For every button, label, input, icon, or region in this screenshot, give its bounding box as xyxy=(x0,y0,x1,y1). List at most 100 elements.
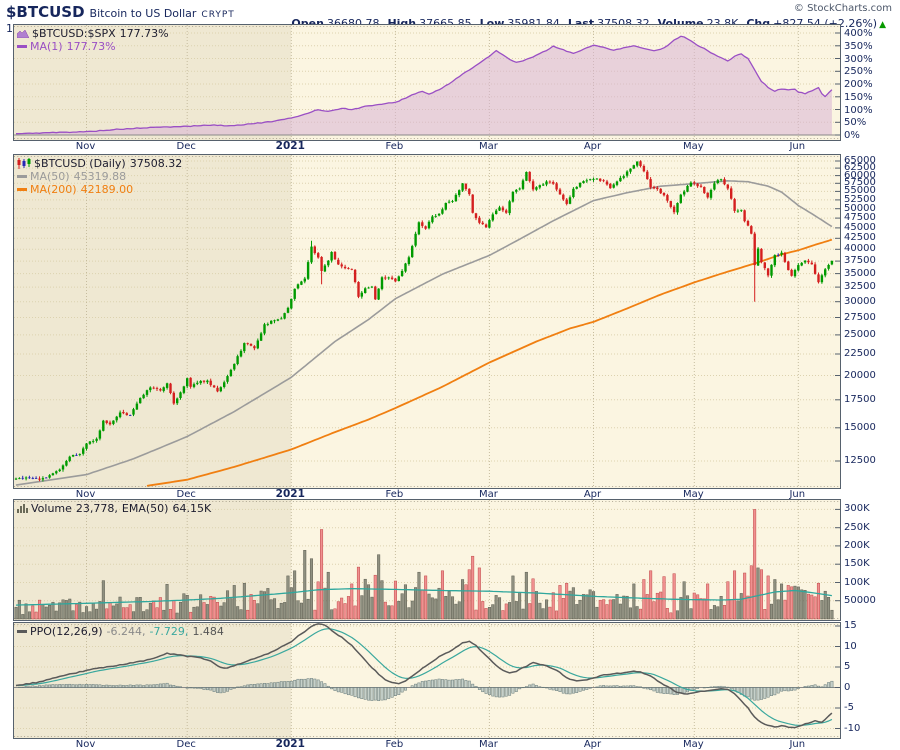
month-label: Nov xyxy=(75,739,96,750)
y-axis-label: 50% xyxy=(844,117,867,129)
month-label: May xyxy=(682,141,704,152)
y-axis-label: 100K xyxy=(844,576,870,588)
y-axis-label: -10 xyxy=(844,722,861,734)
month-label: Mar xyxy=(478,739,498,750)
y-axis-label: 47500 xyxy=(844,212,876,224)
month-label: Nov xyxy=(75,141,96,152)
y-axis-label: 350% xyxy=(844,40,873,52)
ma1-line-swatch xyxy=(17,45,27,48)
month-label: Apr xyxy=(583,739,602,750)
y-axis-label: 17500 xyxy=(844,393,876,405)
price-series-label: $BTCUSD (Daily) xyxy=(34,157,126,170)
y-axis-label: 62500 xyxy=(844,162,876,174)
month-label: Dec xyxy=(176,141,196,152)
ma50-line-swatch xyxy=(17,175,27,178)
y-axis-label: 12500 xyxy=(844,455,876,466)
ppo-signal-value: -7.729, xyxy=(149,625,189,638)
y-axis-label: 0% xyxy=(844,130,860,141)
y-axis-label: 37500 xyxy=(844,255,876,267)
chg-up-arrow-icon: ▲ xyxy=(879,20,886,30)
y-axis-label: 40000 xyxy=(844,243,876,255)
y-axis-label: 15000 xyxy=(844,421,876,433)
area-chart-icon xyxy=(17,29,29,38)
volume-ema-value: 64.15K xyxy=(172,502,212,515)
ppo-panel xyxy=(13,622,841,739)
ppo-value: -6.244, xyxy=(106,625,146,638)
ratio-panel xyxy=(13,24,841,141)
symbol-name: Bitcoin to US Dollar xyxy=(89,7,197,20)
ratio-chart xyxy=(14,25,840,140)
candlestick-icon xyxy=(17,158,31,169)
month-label: Apr xyxy=(583,141,602,152)
y-axis-label: 150% xyxy=(844,91,873,103)
ma50-value: 45319.88 xyxy=(73,170,127,183)
month-label: Dec xyxy=(176,489,196,500)
month-label: Apr xyxy=(583,489,602,500)
ppo-legend: PPO(12,26,9) -6.244, -7.729, 1.484 xyxy=(17,625,224,638)
y-axis-label: 100% xyxy=(844,104,873,116)
month-label: Dec xyxy=(176,739,196,750)
y-axis-label: 55000 xyxy=(844,185,876,197)
y-axis-label: 65000 xyxy=(844,155,876,166)
ppo-hist-value: 1.484 xyxy=(192,625,224,638)
y-axis-label: 300K xyxy=(844,503,870,515)
ratio-series-label: $BTCUSD:$SPX xyxy=(32,27,116,40)
month-label: Feb xyxy=(385,489,404,500)
price-panel xyxy=(13,154,841,489)
month-label: 2021 xyxy=(275,140,305,152)
y-axis-label: 35000 xyxy=(844,267,876,279)
month-label: Jun xyxy=(789,141,806,152)
stockcharts-copyright-link[interactable]: © StockCharts.com xyxy=(793,3,892,14)
ppo-line-swatch xyxy=(17,630,27,633)
y-axis-label: -5 xyxy=(844,702,854,713)
y-axis-label: 42500 xyxy=(844,232,876,244)
ma1-value: 177.73% xyxy=(66,40,116,53)
ppo-label: PPO(12,26,9) xyxy=(30,625,103,638)
ma50-label: MA(50) xyxy=(30,170,70,183)
y-axis-label: 200K xyxy=(844,539,870,551)
y-axis-label: 200% xyxy=(844,79,873,90)
y-axis-label: 60000 xyxy=(844,169,876,181)
volume-current-value: 23,778, xyxy=(75,502,118,515)
header-title-row: $BTCUSD Bitcoin to US Dollar CRYPT xyxy=(6,2,894,21)
y-axis-label: 250K xyxy=(844,521,870,533)
y-axis-label: 5 xyxy=(844,661,851,672)
y-axis-label: 400% xyxy=(844,28,873,39)
symbol-exchange: CRYPT xyxy=(201,10,235,20)
month-axis-bottom: Nov Dec 2021 Feb Mar Apr May Jun xyxy=(13,739,839,750)
month-axis-top: Nov Dec 2021 Feb Mar Apr May Jun xyxy=(13,141,839,153)
y-axis-label: 50000 xyxy=(844,202,876,214)
volume-panel xyxy=(13,499,841,621)
y-axis-label: 22500 xyxy=(844,348,876,359)
ppo-chart xyxy=(14,623,840,738)
y-axis-label: 250% xyxy=(844,66,873,78)
y-axis-label: 300% xyxy=(844,53,873,65)
y-axis-label: 57500 xyxy=(844,177,876,189)
month-label: 2021 xyxy=(275,488,305,500)
volume-legend: Volume 23,778, EMA(50) 64.15K xyxy=(17,502,211,515)
month-label: 2021 xyxy=(275,738,305,750)
month-label: Feb xyxy=(385,739,404,750)
month-label: Mar xyxy=(478,489,498,500)
ma200-value: 42189.00 xyxy=(80,183,134,196)
y-axis-label: 50000 xyxy=(844,594,876,606)
ma200-label: MA(200) xyxy=(30,183,77,196)
month-axis-middle: Nov Dec 2021 Feb Mar Apr May Jun xyxy=(13,488,839,501)
price-chart xyxy=(14,155,840,488)
y-axis-label: 20000 xyxy=(844,369,876,381)
month-label: May xyxy=(682,489,704,500)
ratio-legend: $BTCUSD:$SPX 177.73% MA(1) 177.73% xyxy=(17,27,169,53)
ma1-label: MA(1) xyxy=(30,40,63,53)
price-legend: $BTCUSD (Daily) 37508.32 MA(50) 45319.88 M… xyxy=(17,157,182,196)
month-label: Jun xyxy=(789,489,806,500)
volume-bars-icon xyxy=(17,504,28,513)
month-label: May xyxy=(682,739,704,750)
y-axis-label: 25000 xyxy=(844,328,876,340)
y-axis-label: 27500 xyxy=(844,311,876,323)
y-axis-label: 0 xyxy=(844,681,851,693)
price-last-value: 37508.32 xyxy=(129,157,183,170)
symbol: $BTCUSD xyxy=(6,3,85,21)
volume-chart xyxy=(14,500,840,620)
y-axis-label: 52500 xyxy=(844,193,876,205)
month-label: Nov xyxy=(75,489,96,500)
